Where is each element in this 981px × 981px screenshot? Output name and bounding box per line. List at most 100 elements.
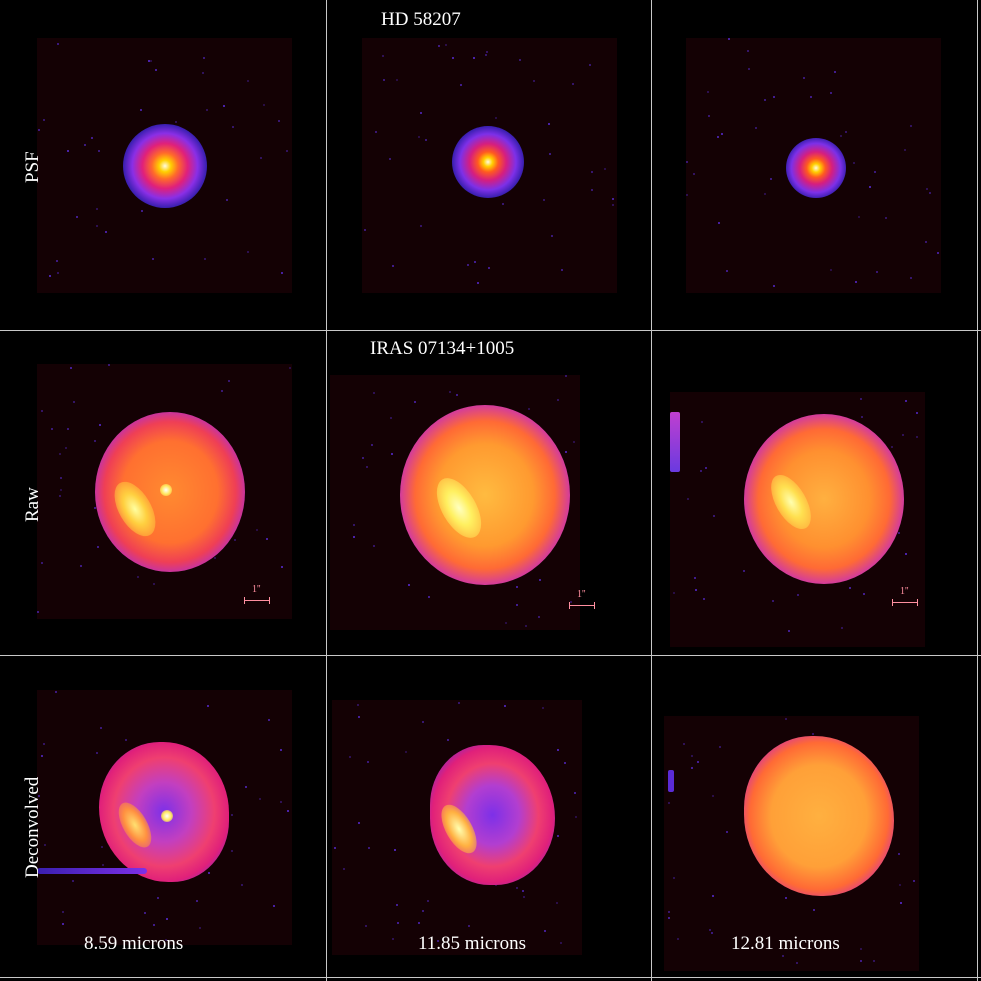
noise-pixel [392,265,394,267]
noise-pixel [371,444,373,446]
raw-image-11-85: 1'' [330,375,595,630]
noise-pixel [726,831,728,833]
noise-pixel [99,424,101,426]
noise-pixel [840,135,842,137]
noise-pixel [155,69,157,71]
noise-pixel [91,137,93,139]
noise-pixel [858,216,860,218]
noise-pixel [691,767,693,769]
noise-pixel [420,112,422,114]
noise-pixel [100,727,102,729]
noise-pixel [718,222,720,224]
noise-pixel [452,57,454,59]
noise-pixel [204,258,206,260]
noise-pixel [141,210,143,212]
noise-pixel [96,225,98,227]
noise-pixel [263,104,265,106]
noise-pixel [144,912,146,914]
noise-pixel [38,129,40,131]
noise-pixel [673,592,675,594]
noise-pixel [286,150,288,152]
grid-divider [977,0,978,981]
noise-pixel [266,538,268,540]
noise-pixel [564,762,566,764]
noise-pixel [543,199,545,201]
noise-pixel [522,890,524,892]
noise-pixel [755,127,757,129]
grid-divider [326,0,327,981]
middle-title: IRAS 07134+1005 [370,338,515,359]
noise-pixel [516,586,518,588]
noise-pixel [929,192,931,194]
noise-pixel [137,576,139,578]
noise-pixel [281,272,283,274]
column-label-12-81: 12.81 microns [731,933,840,954]
noise-pixel [202,72,204,74]
noise-pixel [691,755,693,757]
noise-pixel [544,930,546,932]
row-label-psf: PSF [22,151,43,183]
noise-pixel [575,816,577,818]
noise-pixel [62,923,64,925]
raw-image-12-81: 1'' [670,392,925,647]
grid-divider [0,977,981,978]
noise-pixel [157,897,159,899]
noise-pixel [743,570,745,572]
noise-pixel [810,96,812,98]
noise-pixel [207,705,209,707]
deconvolved-central-star [161,810,173,822]
noise-pixel [899,884,901,886]
noise-pixel [502,203,504,205]
noise-pixel [49,275,51,277]
noise-pixel [414,401,416,403]
noise-pixel [468,925,470,927]
noise-pixel [551,235,553,237]
noise-pixel [73,401,75,403]
noise-pixel [108,364,110,366]
noise-pixel [467,264,469,266]
noise-pixel [728,38,730,40]
noise-pixel [392,938,394,940]
noise-pixel [391,453,393,455]
noise-pixel [140,109,142,111]
noise-pixel [349,756,351,758]
noise-pixel [516,887,518,889]
noise-pixel [256,529,258,531]
noise-pixel [813,909,815,911]
noise-pixel [59,495,61,497]
noise-pixel [245,786,247,788]
noise-pixel [397,922,399,924]
noise-pixel [525,625,527,627]
noise-pixel [353,536,355,538]
scale-bar: 1'' [244,584,270,604]
noise-pixel [913,880,915,882]
noise-pixel [604,168,606,170]
noise-pixel [556,902,558,904]
noise-pixel [701,421,703,423]
deconvolved-image-11-85 [332,700,582,955]
noise-pixel [280,749,282,751]
noise-pixel [473,57,475,59]
noise-pixel [259,798,261,800]
noise-pixel [474,261,476,263]
psf-source [123,124,207,208]
noise-pixel [247,80,249,82]
noise-pixel [221,390,223,392]
noise-pixel [797,594,799,596]
deconvolved-image-12-81 [664,716,919,971]
noise-pixel [281,566,283,568]
noise-pixel [438,45,440,47]
noise-pixel [96,208,98,210]
noise-pixel [695,589,697,591]
noise-pixel [557,399,559,401]
grid-divider [651,0,652,981]
noise-pixel [904,149,906,151]
noise-pixel [268,719,270,721]
column-label-8-59: 8.59 microns [84,933,184,954]
noise-pixel [362,457,364,459]
noise-pixel [574,792,576,794]
noise-pixel [358,822,360,824]
raw-shell [400,405,570,585]
noise-pixel [65,447,67,449]
noise-pixel [891,446,893,448]
